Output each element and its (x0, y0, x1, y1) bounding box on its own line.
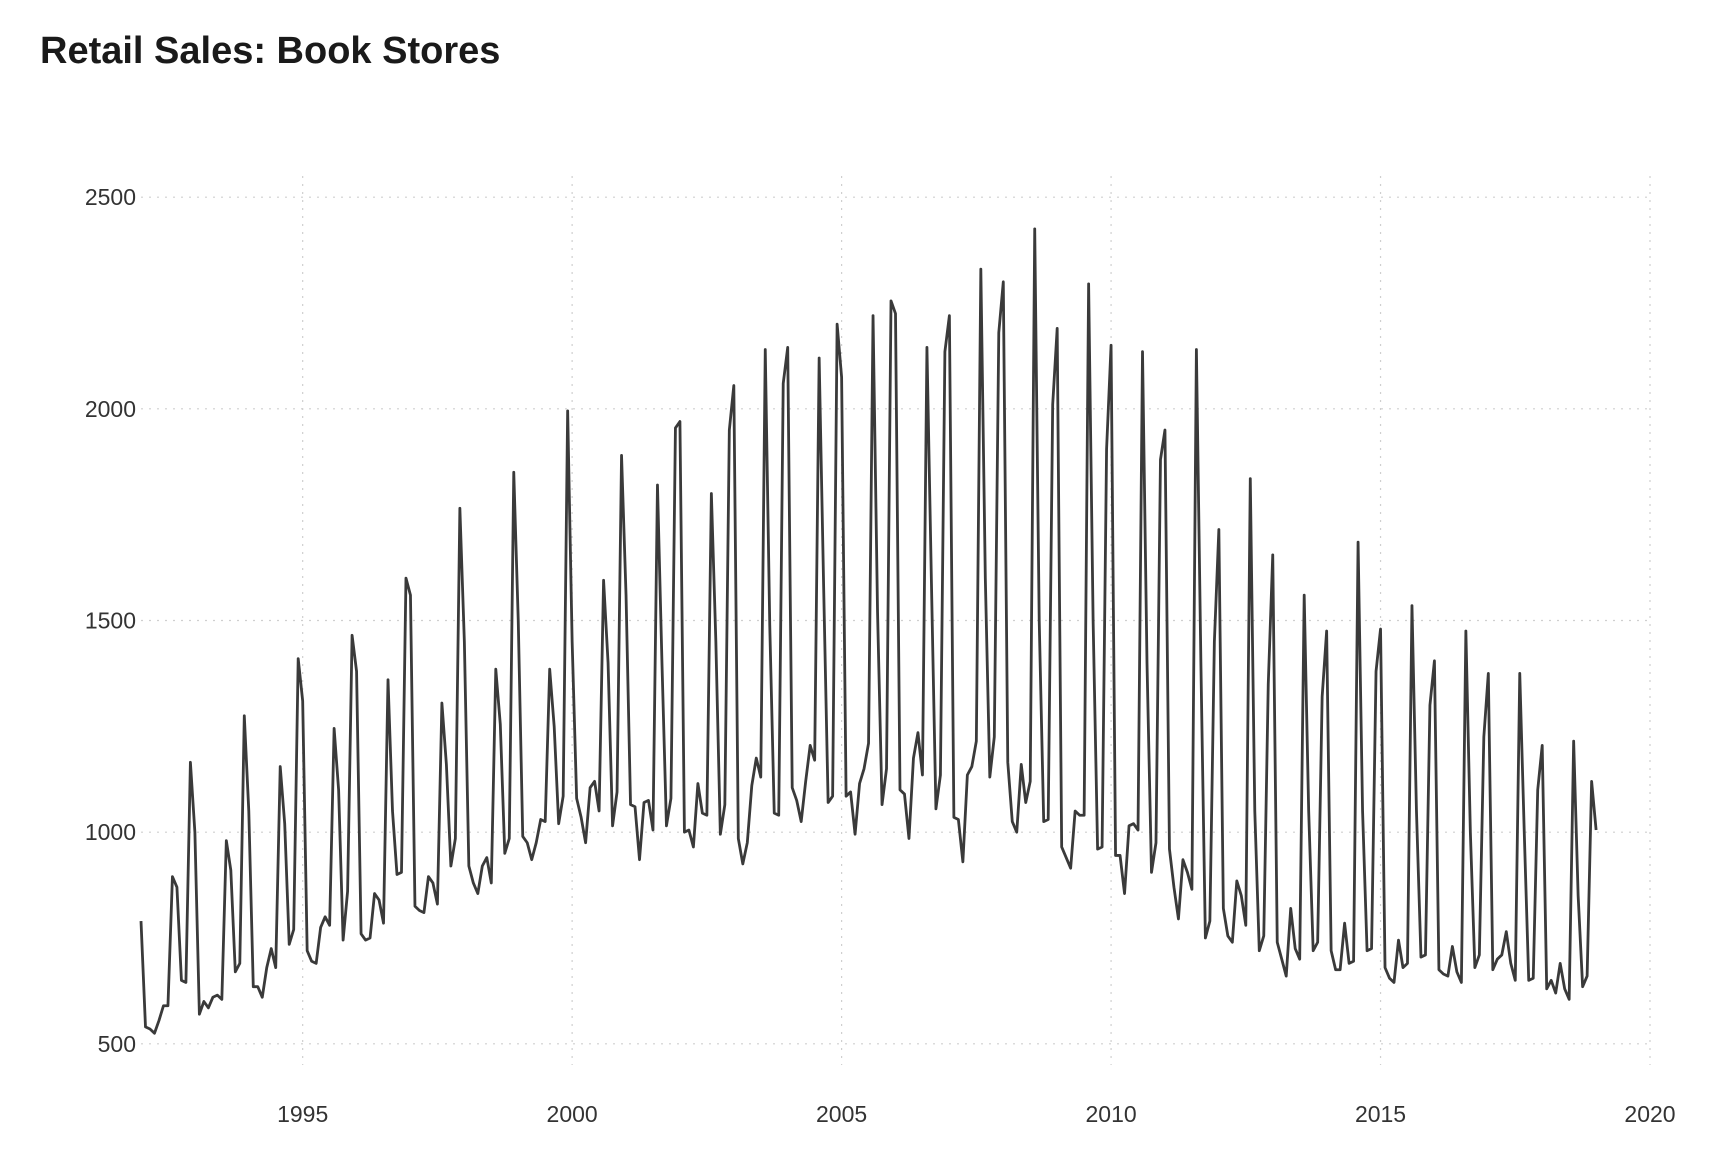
series-line-0 (139, 227, 1598, 1035)
y-tick-label-2000: 2000 (85, 396, 136, 422)
x-tick-label-2010: 2010 (1085, 1101, 1136, 1127)
chart-title: Retail Sales: Book Stores (40, 30, 501, 72)
y-tick-label-500: 500 (98, 1031, 136, 1057)
y-axis-ticks: 500 1000 1500 2000 2500 (85, 184, 136, 1057)
series-group (139, 227, 1598, 1035)
x-tick-label-2005: 2005 (816, 1101, 867, 1127)
y-tick-label-1000: 1000 (85, 819, 136, 845)
x-tick-label-2015: 2015 (1355, 1101, 1406, 1127)
y-tick-label-1500: 1500 (85, 608, 136, 634)
x-axis-ticks: 1995 2000 2005 2010 2015 2020 (277, 1101, 1675, 1127)
x-tick-label-2000: 2000 (547, 1101, 598, 1127)
grid-lines (141, 176, 1651, 1065)
y-tick-label-2500: 2500 (85, 184, 136, 210)
x-tick-label-1995: 1995 (277, 1101, 328, 1127)
x-tick-label-2020: 2020 (1624, 1101, 1675, 1127)
